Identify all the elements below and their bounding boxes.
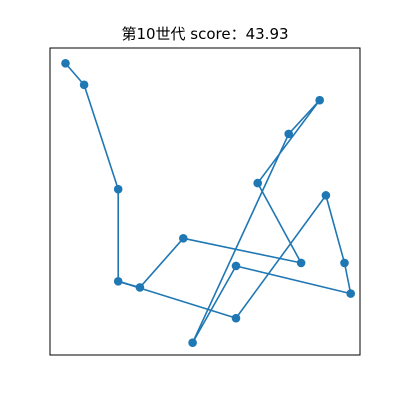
route-segment [256,182,302,264]
data-point [253,178,262,188]
data-point [113,184,123,194]
data-point [231,261,241,271]
data-point [179,234,188,243]
plot-frame [49,47,361,356]
route-segment [83,84,119,191]
route-segment [235,265,352,295]
data-point [79,80,89,90]
route-segment [64,62,85,86]
series-route [61,59,356,348]
data-point [188,338,197,348]
data-point [340,258,349,268]
route-segment [235,194,327,319]
route-segment [256,99,321,184]
data-point [296,258,306,268]
route-segment [325,194,346,264]
route-segment [191,265,237,344]
route-segment [191,133,290,344]
data-point [284,129,294,139]
chart-title: 第10世代 score：43.93 [121,25,288,43]
route-segment [343,262,352,295]
route-segment [139,237,185,289]
data-point [135,283,145,292]
route-segment [287,99,321,135]
data-point [231,313,241,323]
route-segment [182,237,302,264]
data-point [346,289,356,298]
data-point [61,59,70,68]
data-point [113,277,123,286]
data-point [321,191,331,200]
data-point [315,95,325,105]
